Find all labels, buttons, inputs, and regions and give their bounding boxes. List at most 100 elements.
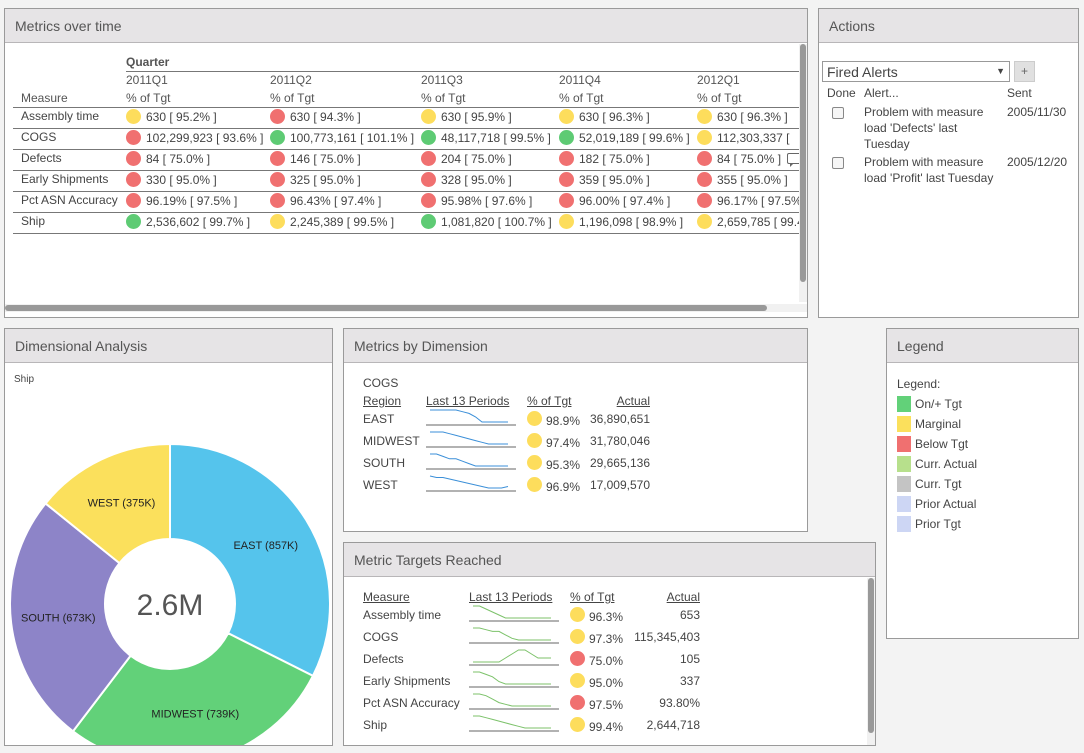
metric-cell[interactable]: 96.43% [ 97.4% ]	[270, 193, 381, 208]
metric-cell[interactable]: 2,536,602 [ 99.7% ]	[126, 214, 250, 229]
chevron-down-icon: ▼	[996, 66, 1005, 76]
pct-of-target-cell: 99.4%	[570, 717, 623, 734]
grid-horizontal-scrollbar[interactable]	[5, 304, 807, 312]
status-green-dot	[126, 214, 141, 229]
grid-vertical-thumb[interactable]	[800, 44, 806, 282]
metric-cell[interactable]: 1,196,098 [ 98.9% ]	[559, 214, 683, 229]
pct-of-target-value: 95.0%	[589, 675, 624, 690]
status-red-dot	[421, 172, 436, 187]
actions-title: Actions	[819, 9, 1078, 43]
metric-cell[interactable]: 84 [ 75.0% ]	[126, 151, 210, 166]
grid-vertical-scrollbar[interactable]	[799, 44, 807, 302]
legend-item: Marginal	[897, 415, 961, 433]
trend-sparkline	[426, 453, 516, 470]
legend-item-label: Below Tgt	[915, 437, 969, 451]
status-red-dot	[270, 109, 285, 124]
legend-item: Below Tgt	[897, 435, 968, 453]
row-divider	[13, 128, 806, 129]
metric-cell[interactable]: 52,019,189 [ 99.6% ]	[559, 130, 690, 145]
trend-line	[473, 693, 551, 707]
metric-cell-value: 630 [ 95.2% ]	[146, 109, 217, 124]
metric-cell-value: 95.98% [ 97.6% ]	[441, 193, 533, 208]
metric-cell[interactable]: 630 [ 94.3% ]	[270, 109, 361, 124]
donut-slice-label: WEST (375K)	[88, 497, 156, 509]
alert-done-checkbox[interactable]	[832, 157, 844, 169]
metric-cell[interactable]: 630 [ 96.3% ]	[559, 109, 650, 124]
pct-of-target-cell: 95.3%	[527, 455, 581, 472]
row-divider	[13, 233, 806, 234]
pct-of-target-value: 96.3%	[589, 609, 624, 624]
add-alert-button[interactable]: +	[1014, 61, 1035, 82]
metric-cell-value: 84 [ 75.0% ]	[717, 151, 782, 166]
pct-of-target-value: 96.9%	[546, 479, 581, 494]
metric-cell[interactable]: 95.98% [ 97.6% ]	[421, 193, 532, 208]
alert-message[interactable]: Problem with measure load 'Profit' last T…	[864, 154, 1009, 186]
alert-done-checkbox[interactable]	[832, 107, 844, 119]
metric-cell[interactable]: 204 [ 75.0% ]	[421, 151, 512, 166]
grid-horizontal-thumb[interactable]	[5, 305, 767, 311]
alerts-dropdown[interactable]: Fired Alerts ▼	[822, 61, 1010, 82]
measure-label: Assembly time	[21, 109, 100, 123]
metric-cell[interactable]: 96.19% [ 97.5% ]	[126, 193, 237, 208]
legend-panel: Legend Legend: On/+ Tgt Marginal Below Tgt…	[886, 328, 1079, 639]
metric-cell[interactable]: 84 [ 75.0% ]	[697, 151, 802, 167]
metric-cell[interactable]: 630 [ 96.3% ]	[697, 109, 788, 124]
metric-cell[interactable]: 328 [ 95.0% ]	[421, 172, 512, 187]
status-yellow-dot	[570, 673, 585, 688]
metric-cell[interactable]: 182 [ 75.0% ]	[559, 151, 650, 166]
metric-cell[interactable]: 146 [ 75.0% ]	[270, 151, 361, 166]
metric-cell[interactable]: 359 [ 95.0% ]	[559, 172, 650, 187]
status-green-dot	[421, 130, 436, 145]
metric-cell[interactable]: 630 [ 95.2% ]	[126, 109, 217, 124]
metrics-over-time-title: Metrics over time	[5, 9, 807, 43]
donut-slice-label: MIDWEST (739K)	[151, 709, 239, 721]
metric-cell[interactable]: 96.00% [ 97.4% ]	[559, 193, 670, 208]
metric-cell[interactable]: 1,081,820 [ 100.7% ]	[421, 214, 552, 229]
actual-value: 115,345,403	[634, 630, 700, 644]
trend-line	[473, 671, 551, 685]
metric-targets-reached-panel: Metric Targets Reached Measure Last 13 Pe…	[343, 542, 876, 746]
alert-message-line: load 'Profit' last Tuesday	[864, 171, 994, 185]
status-red-dot	[270, 193, 285, 208]
legend-item-label: Prior Actual	[915, 497, 977, 511]
metric-cell[interactable]: 355 [ 95.0% ]	[697, 172, 788, 187]
dimension-measure-label: COGS	[363, 376, 399, 390]
actual-value: 31,780,046	[589, 434, 650, 448]
metric-cell-value: 630 [ 96.3% ]	[717, 109, 788, 124]
pct-of-target-header: % of Tgt	[270, 91, 315, 105]
metric-cell-value: 182 [ 75.0% ]	[579, 151, 650, 166]
header-divider	[126, 71, 806, 72]
pct-of-target-header: % of Tgt	[126, 91, 171, 105]
actual-value: 2,644,718	[646, 718, 700, 732]
alert-message-line: Problem with measure	[864, 105, 984, 119]
metric-cell[interactable]: 112,303,337 [	[697, 130, 790, 145]
metric-cell[interactable]: 2,245,389 [ 99.5% ]	[270, 214, 394, 229]
targets-scroll-thumb[interactable]	[868, 578, 874, 733]
metric-cell-value: 2,536,602 [ 99.7% ]	[146, 214, 251, 229]
metric-cell-value: 204 [ 75.0% ]	[441, 151, 512, 166]
metric-cell[interactable]: 102,299,923 [ 93.6% ]	[126, 130, 263, 145]
metric-cell[interactable]: 100,773,161 [ 101.1% ]	[270, 130, 414, 145]
status-red-dot	[570, 651, 585, 666]
metric-cell-value: 355 [ 95.0% ]	[717, 172, 788, 187]
targets-vertical-scrollbar[interactable]	[867, 578, 875, 745]
status-red-dot	[126, 193, 141, 208]
pct-of-target-header: % of Tgt	[559, 91, 604, 105]
metric-cell-value: 48,117,718 [ 99.5% ]	[441, 130, 551, 145]
metric-cell[interactable]: 330 [ 95.0% ]	[126, 172, 217, 187]
metric-cell[interactable]: 96.17% [ 97.5%	[697, 193, 802, 208]
metric-cell-value: 2,659,785 [ 99.4	[717, 214, 804, 229]
metric-cell-value: 146 [ 75.0% ]	[290, 151, 361, 166]
legend-item-label: Prior Tgt	[915, 517, 961, 531]
metric-cell[interactable]: 48,117,718 [ 99.5% ]	[421, 130, 551, 145]
legend-swatch	[897, 436, 911, 452]
metric-cell[interactable]: 630 [ 95.9% ]	[421, 109, 512, 124]
row-name: Assembly time	[363, 608, 442, 622]
pct-of-target-value: 95.3%	[546, 457, 581, 472]
metric-cell[interactable]: 2,659,785 [ 99.4	[697, 214, 804, 229]
pct-of-target-cell: 97.3%	[570, 629, 623, 646]
metric-cell[interactable]: 325 [ 95.0% ]	[270, 172, 361, 187]
pct-of-target-value: 97.5%	[589, 697, 624, 712]
alert-message[interactable]: Problem with measure load 'Defects' last T…	[864, 104, 1009, 152]
status-yellow-dot	[570, 629, 585, 644]
